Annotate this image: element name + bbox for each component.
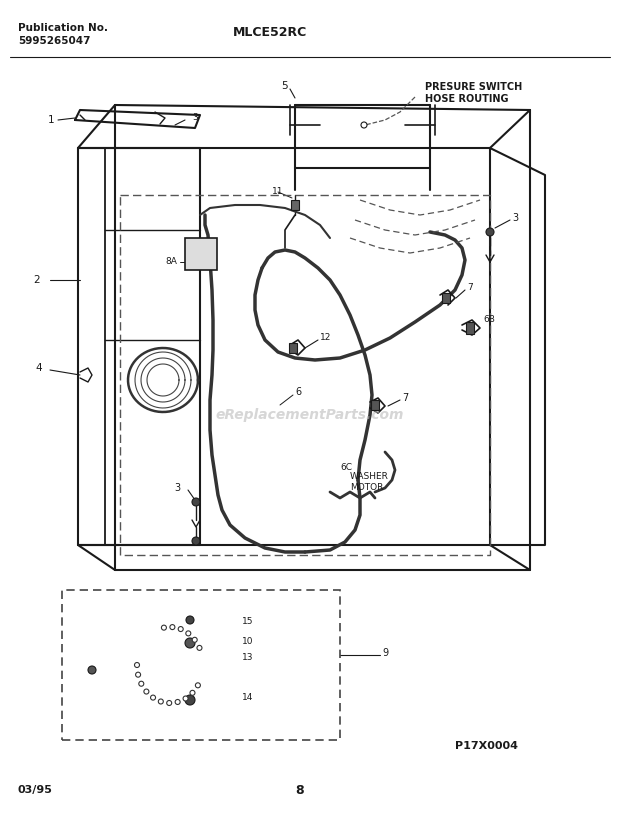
Circle shape xyxy=(161,625,166,630)
Bar xyxy=(466,322,474,334)
Circle shape xyxy=(170,624,175,629)
Text: 14: 14 xyxy=(242,694,254,702)
Text: 7: 7 xyxy=(467,283,472,292)
Bar xyxy=(442,293,450,303)
Circle shape xyxy=(88,666,96,674)
Circle shape xyxy=(185,695,195,705)
Circle shape xyxy=(158,699,163,704)
Text: 03/95: 03/95 xyxy=(18,785,53,795)
Text: 5995265047: 5995265047 xyxy=(18,36,91,46)
Text: 8: 8 xyxy=(296,784,304,797)
Circle shape xyxy=(175,699,180,704)
Circle shape xyxy=(192,498,200,506)
Text: PRESURE SWITCH
HOSE ROUTING: PRESURE SWITCH HOSE ROUTING xyxy=(425,82,522,104)
Text: WASHER
MOTOR: WASHER MOTOR xyxy=(350,472,389,492)
Text: 15: 15 xyxy=(242,618,254,627)
Text: 13: 13 xyxy=(242,654,254,663)
Bar xyxy=(371,400,379,410)
Circle shape xyxy=(190,690,195,695)
Circle shape xyxy=(361,122,367,128)
Circle shape xyxy=(135,663,140,667)
Text: MLCE52RC: MLCE52RC xyxy=(233,25,307,38)
Circle shape xyxy=(186,616,194,624)
Text: 4: 4 xyxy=(35,363,42,373)
Circle shape xyxy=(486,228,494,236)
Text: 10: 10 xyxy=(242,637,254,646)
Circle shape xyxy=(139,681,144,686)
Bar xyxy=(185,238,217,270)
Circle shape xyxy=(151,695,156,700)
Text: 2: 2 xyxy=(33,275,40,285)
Bar xyxy=(291,200,299,210)
Text: 11: 11 xyxy=(272,187,283,196)
Text: 8A: 8A xyxy=(165,257,177,266)
Text: 9: 9 xyxy=(382,648,388,658)
Text: 3: 3 xyxy=(174,483,180,493)
Text: 3: 3 xyxy=(192,113,198,122)
Text: P17X0004: P17X0004 xyxy=(455,741,518,751)
Circle shape xyxy=(136,672,141,677)
Circle shape xyxy=(186,631,191,636)
Circle shape xyxy=(167,701,172,706)
Text: 6B: 6B xyxy=(483,316,495,325)
Circle shape xyxy=(185,638,195,648)
Circle shape xyxy=(192,637,197,642)
Text: 5: 5 xyxy=(281,81,288,91)
Text: 1: 1 xyxy=(48,115,55,125)
Circle shape xyxy=(192,537,200,545)
Circle shape xyxy=(144,689,149,694)
Circle shape xyxy=(183,696,188,701)
Text: eReplacementParts.com: eReplacementParts.com xyxy=(216,408,404,422)
Text: 6: 6 xyxy=(295,387,301,397)
Text: 12: 12 xyxy=(320,334,331,343)
Text: 7: 7 xyxy=(402,393,408,403)
Circle shape xyxy=(178,627,183,632)
Bar xyxy=(289,343,297,353)
Text: 6C: 6C xyxy=(340,463,352,472)
Text: 3: 3 xyxy=(512,213,518,223)
Text: Publication No.: Publication No. xyxy=(18,23,108,33)
Circle shape xyxy=(197,646,202,650)
Circle shape xyxy=(195,683,200,688)
Bar xyxy=(62,590,340,740)
